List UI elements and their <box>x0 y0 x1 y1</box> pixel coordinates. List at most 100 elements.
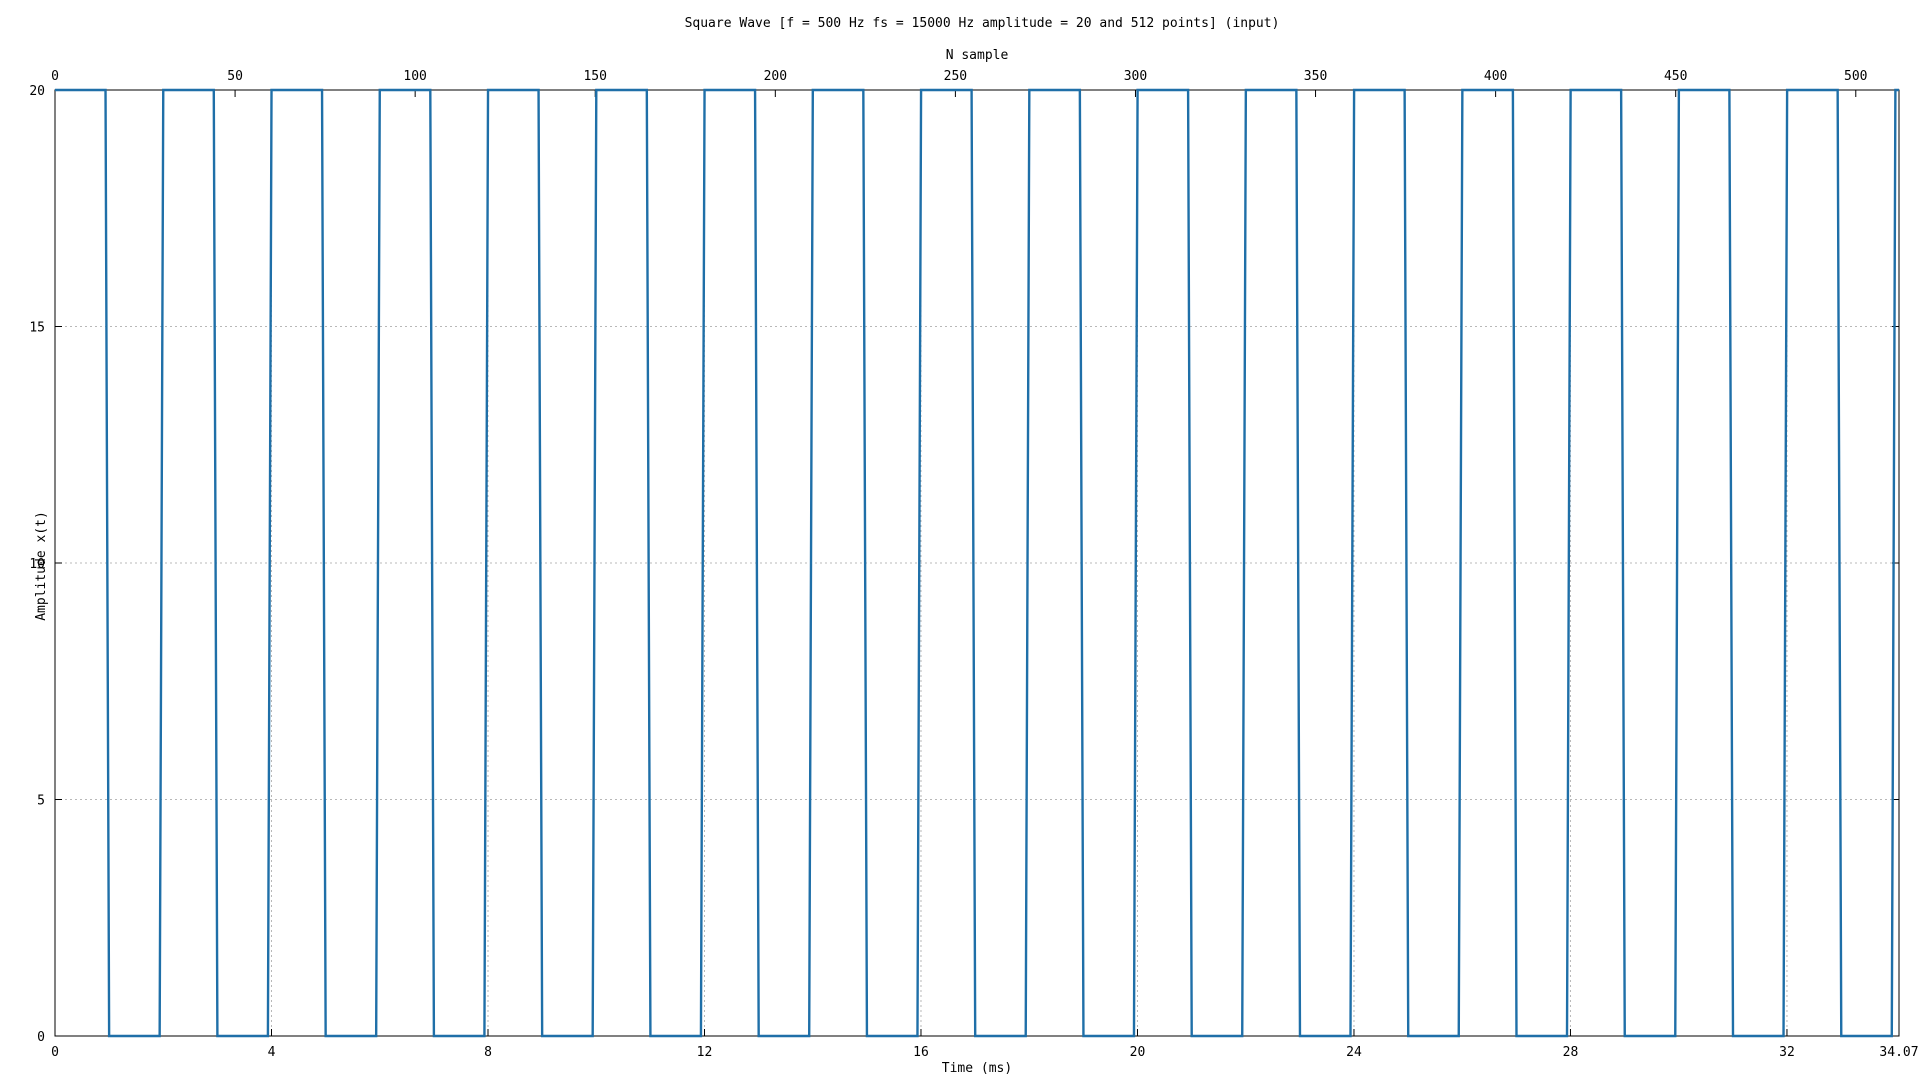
sample-point <box>891 1035 893 1037</box>
sample-point <box>725 89 727 91</box>
sample-point <box>801 1035 803 1037</box>
sample-point <box>1750 1035 1752 1037</box>
sample-point <box>675 1035 677 1037</box>
sample-point <box>899 1035 901 1037</box>
sample-point <box>202 89 204 91</box>
sample-point <box>343 1035 345 1037</box>
sample-point <box>1010 1035 1012 1037</box>
x-tick-label: 12 <box>697 1045 713 1060</box>
sample-point <box>170 89 172 91</box>
sample-point <box>902 1035 904 1037</box>
y-tick-label: 10 <box>29 557 45 572</box>
sample-point <box>852 89 854 91</box>
sample-point <box>1660 1035 1662 1037</box>
x2-tick-label: 250 <box>944 69 967 84</box>
sample-point <box>393 89 395 91</box>
sample-point <box>1238 1035 1240 1037</box>
sample-point <box>1162 89 1164 91</box>
sample-point <box>1588 89 1590 91</box>
sample-point <box>1444 1035 1446 1037</box>
sample-point <box>1646 1035 1648 1037</box>
sample-point <box>426 89 428 91</box>
sample-point <box>1093 1035 1095 1037</box>
sample-point <box>1822 89 1824 91</box>
sample-point <box>274 89 276 91</box>
sample-point <box>1386 89 1388 91</box>
sample-point <box>411 89 413 91</box>
sample-point <box>444 1035 446 1037</box>
sample-point <box>487 89 489 91</box>
sample-point <box>375 1035 377 1037</box>
sample-point <box>989 1035 991 1037</box>
sample-point <box>1678 89 1680 91</box>
sample-point <box>1375 89 1377 91</box>
sample-point <box>556 1035 558 1037</box>
sample-point <box>1407 1035 1409 1037</box>
sample-point <box>1830 89 1832 91</box>
sample-point <box>209 89 211 91</box>
sample-point <box>1606 89 1608 91</box>
sample-point <box>1794 89 1796 91</box>
sample-point <box>1335 1035 1337 1037</box>
sample-point <box>924 89 926 91</box>
sample-point <box>397 89 399 91</box>
sample-point <box>1166 89 1168 91</box>
sample-point <box>545 1035 547 1037</box>
sample-point <box>964 89 966 91</box>
sample-point <box>336 1035 338 1037</box>
sample-point <box>116 1035 118 1037</box>
sample-point <box>848 89 850 91</box>
sample-point <box>1115 1035 1117 1037</box>
sample-point <box>1415 1035 1417 1037</box>
sample-point <box>1397 89 1399 91</box>
sample-point <box>599 89 601 91</box>
x2-tick-label: 200 <box>764 69 787 84</box>
sample-point <box>1328 1035 1330 1037</box>
sample-point <box>54 89 56 91</box>
sample-point <box>570 1035 572 1037</box>
sample-point <box>1895 89 1897 91</box>
sample-point <box>574 1035 576 1037</box>
sample-point <box>913 1035 915 1037</box>
sample-point <box>689 1035 691 1037</box>
sample-point <box>94 89 96 91</box>
sample-point <box>466 1035 468 1037</box>
sample-point <box>664 1035 666 1037</box>
sample-point <box>1494 89 1496 91</box>
x2-tick-label: 0 <box>51 69 59 84</box>
sample-point <box>1036 89 1038 91</box>
sample-point <box>469 1035 471 1037</box>
sample-point <box>1400 89 1402 91</box>
sample-point <box>653 1035 655 1037</box>
sample-point <box>614 89 616 91</box>
sample-point <box>137 1035 139 1037</box>
sample-point <box>1490 89 1492 91</box>
sample-point <box>1584 89 1586 91</box>
sample-point <box>285 89 287 91</box>
sample-point <box>978 1035 980 1037</box>
sample-point <box>307 89 309 91</box>
sample-point <box>401 89 403 91</box>
x2-tick-label: 400 <box>1484 69 1507 84</box>
sample-point <box>1054 89 1056 91</box>
sample-point <box>206 89 208 91</box>
sample-point <box>938 89 940 91</box>
sample-point <box>617 89 619 91</box>
sample-point <box>516 89 518 91</box>
sample-point <box>1462 89 1464 91</box>
sample-point <box>841 89 843 91</box>
sample-point <box>484 1035 486 1037</box>
sample-point <box>1306 1035 1308 1037</box>
sample-point <box>1234 1035 1236 1037</box>
sample-point <box>1776 1035 1778 1037</box>
sample-point <box>1440 1035 1442 1037</box>
sample-point <box>1880 1035 1882 1037</box>
sample-point <box>559 1035 561 1037</box>
sample-point <box>1602 89 1604 91</box>
x-tick-label: 32 <box>1779 1045 1795 1060</box>
sample-point <box>90 89 92 91</box>
sample-point <box>282 89 284 91</box>
sample-point <box>112 1035 114 1037</box>
